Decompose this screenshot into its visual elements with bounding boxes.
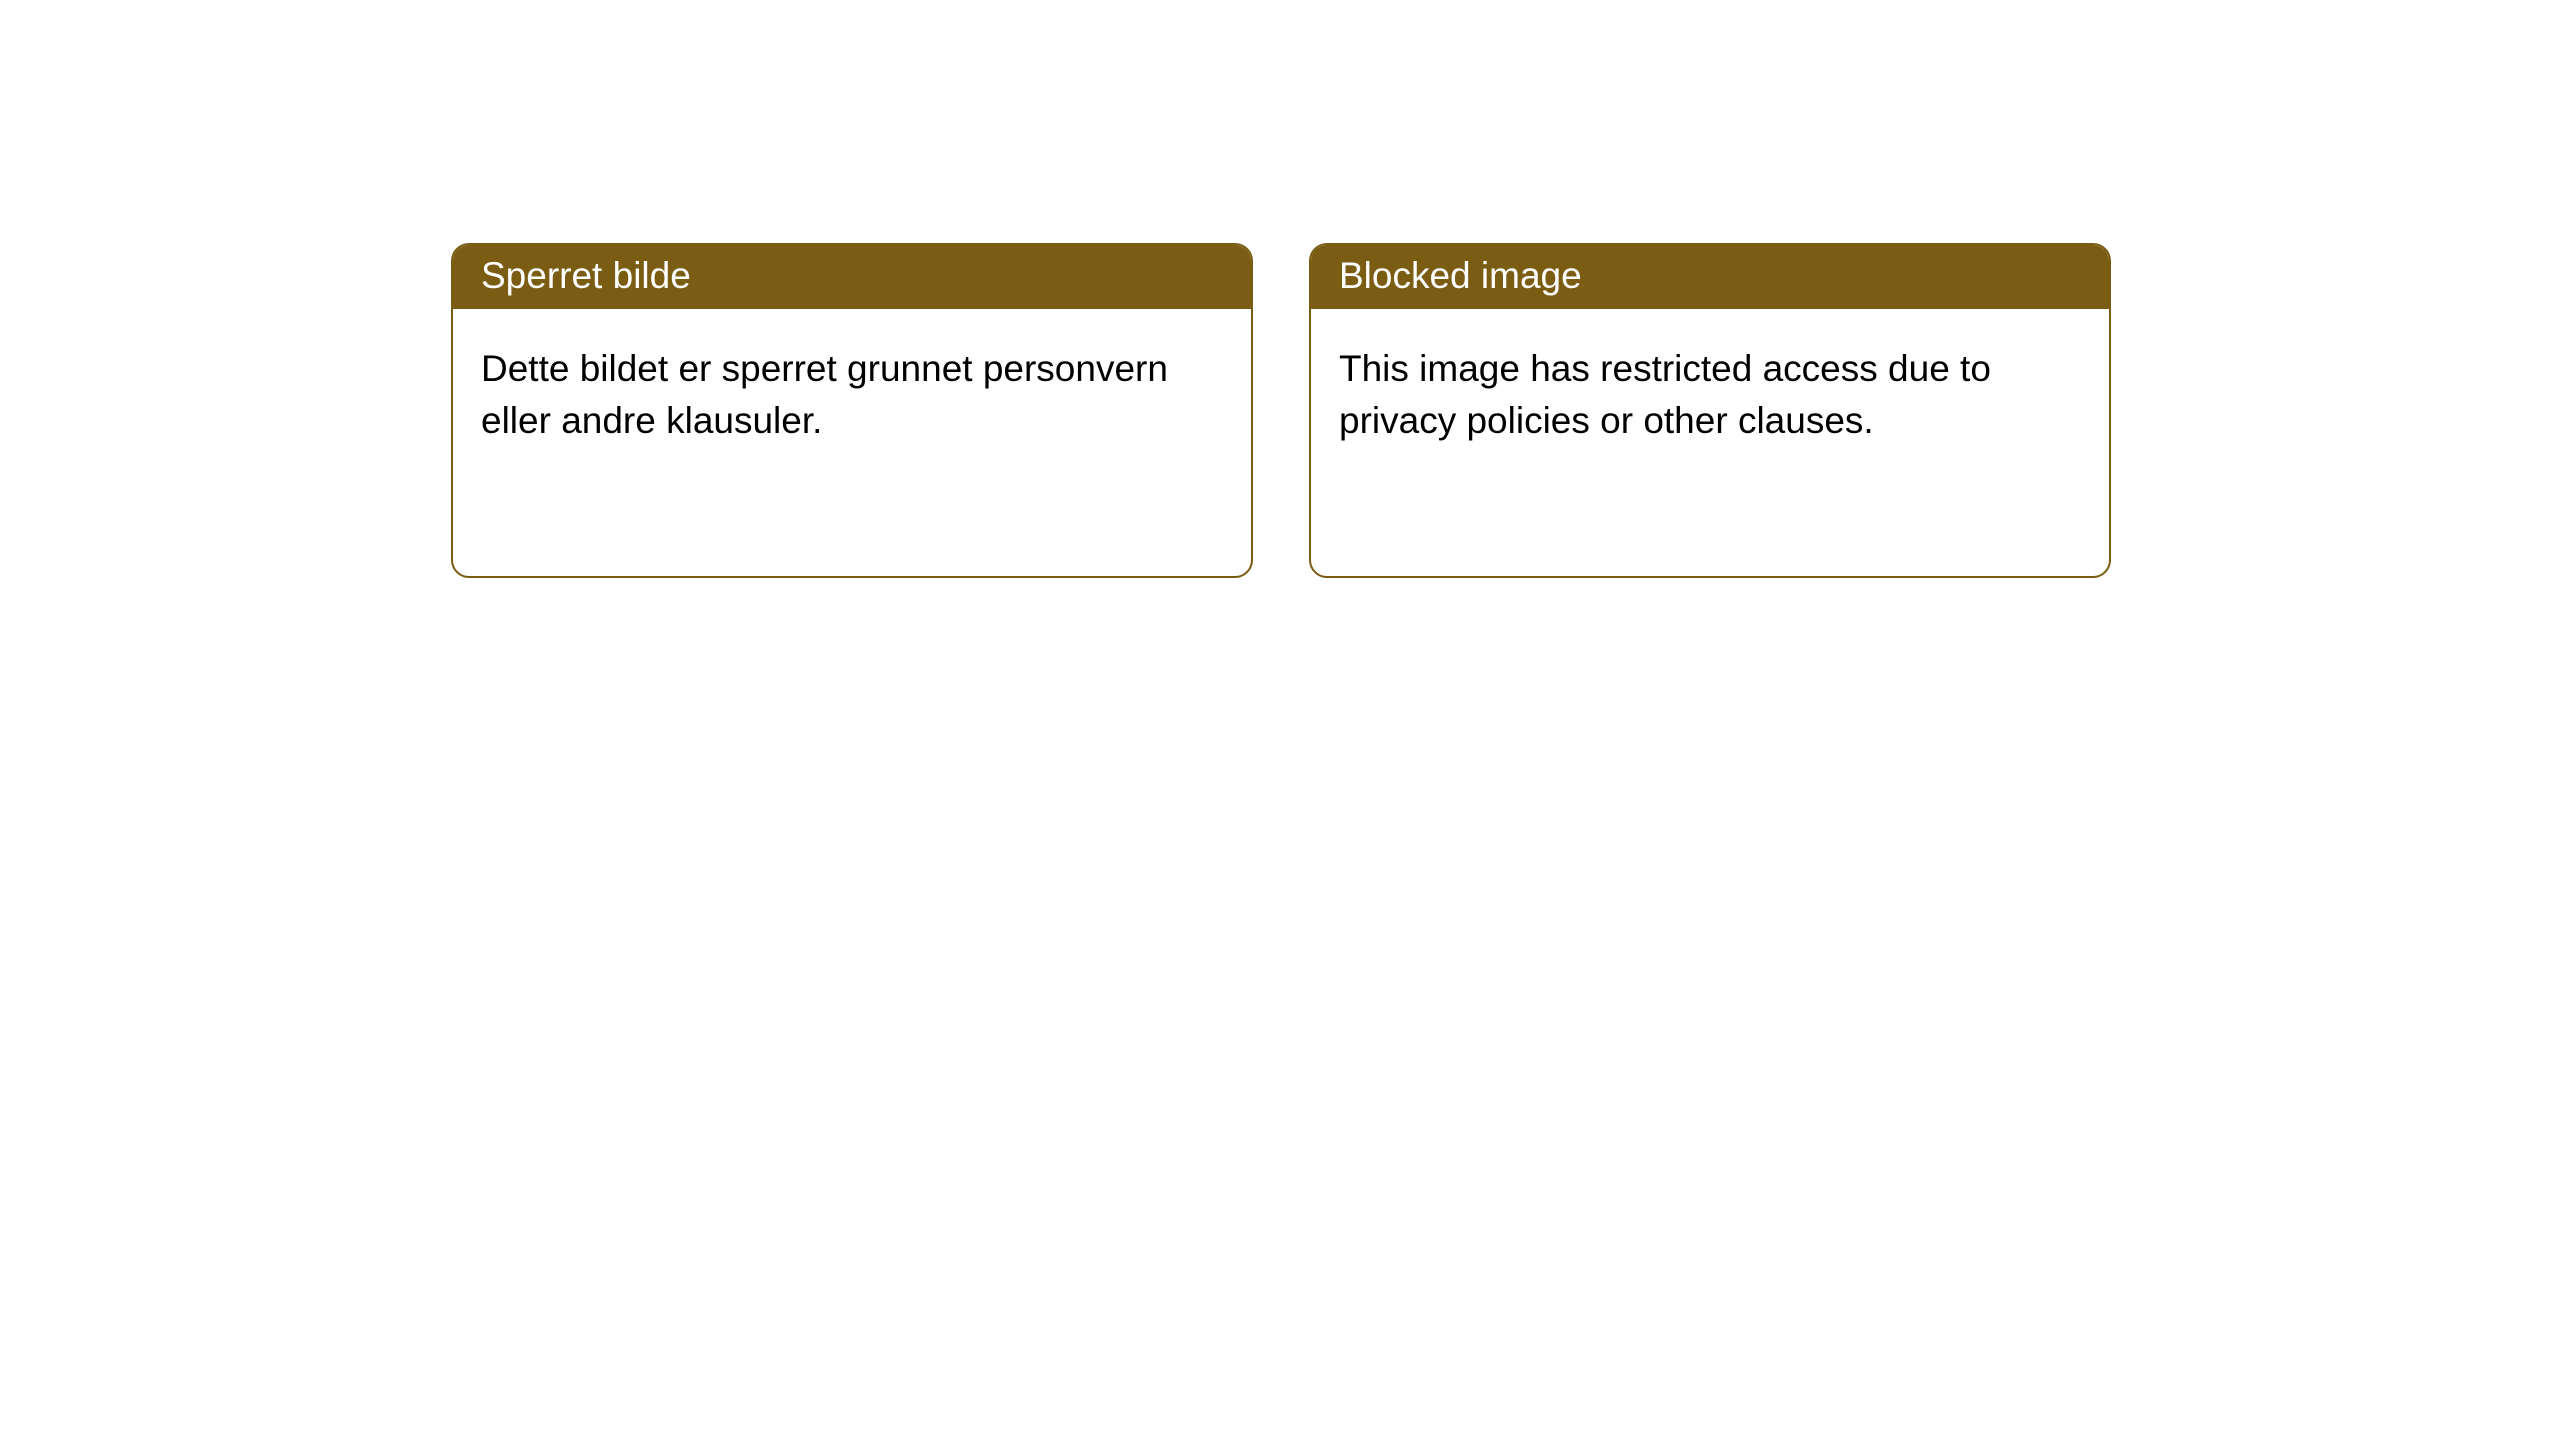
card-title-norwegian: Sperret bilde (453, 245, 1251, 309)
card-body-norwegian: Dette bildet er sperret grunnet personve… (453, 309, 1251, 481)
card-body-english: This image has restricted access due to … (1311, 309, 2109, 481)
blocked-image-card-english: Blocked image This image has restricted … (1309, 243, 2111, 578)
blocked-image-notices: Sperret bilde Dette bildet er sperret gr… (451, 243, 2111, 578)
blocked-image-card-norwegian: Sperret bilde Dette bildet er sperret gr… (451, 243, 1253, 578)
card-title-english: Blocked image (1311, 245, 2109, 309)
